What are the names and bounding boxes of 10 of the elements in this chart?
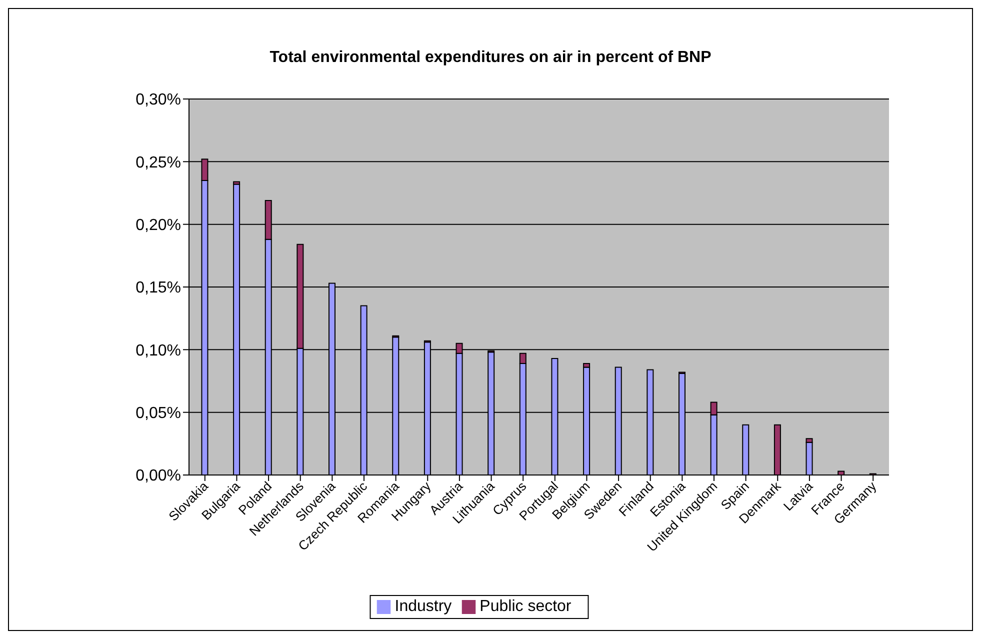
y-tick-label: 0,10% — [136, 342, 181, 360]
legend-label: Industry — [394, 598, 452, 615]
y-tick-label: 0,05% — [136, 405, 181, 422]
y-tick-label: 0,00% — [136, 468, 181, 485]
y-tick-label: 0,25% — [136, 154, 181, 172]
legend-label: Public sector — [480, 598, 572, 615]
y-tick-label: 0,20% — [136, 217, 181, 234]
chart-title: Total environmental expenditures on air in percent of BNP — [268, 48, 712, 68]
y-tick-label: 0,15% — [136, 280, 181, 297]
y-tick-label: 0,30% — [136, 92, 181, 109]
